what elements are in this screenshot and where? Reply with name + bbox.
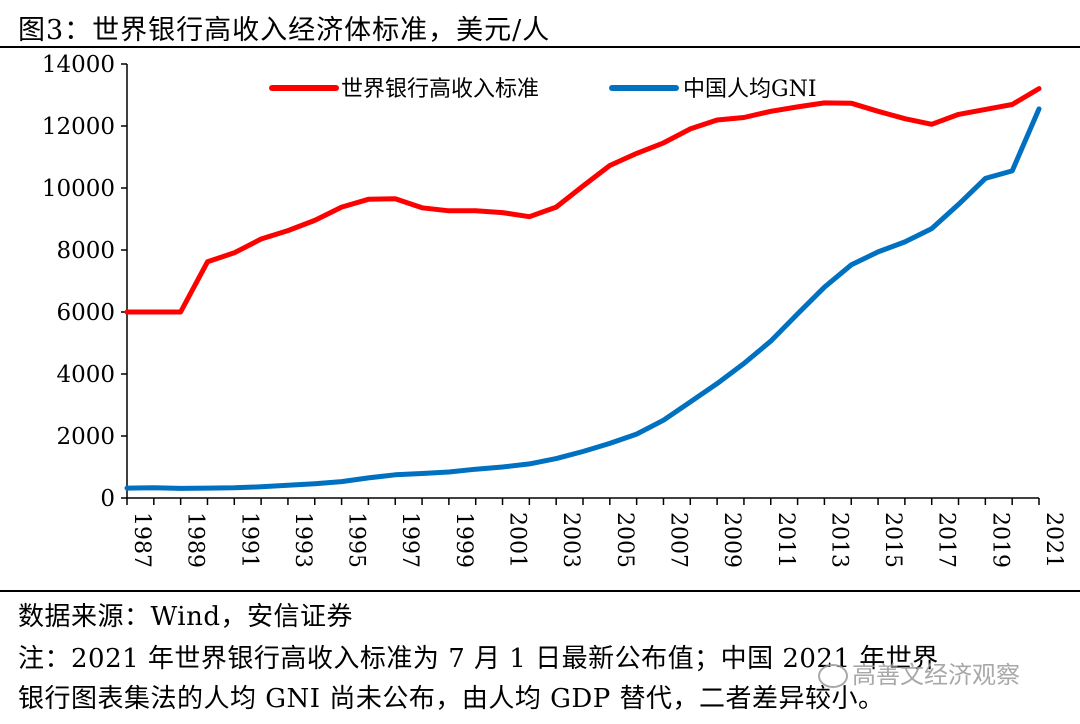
x-tick-label: 2009 xyxy=(719,512,744,568)
x-tick-label: 2015 xyxy=(880,512,905,568)
x-tick-label: 1997 xyxy=(397,512,422,568)
x-tick-label: 2001 xyxy=(505,512,530,568)
y-tick-label: 12000 xyxy=(42,114,115,140)
y-tick-label: 2000 xyxy=(56,424,115,450)
x-tick-label: 1991 xyxy=(236,512,261,568)
bottom-rule xyxy=(0,590,1080,592)
x-tick-label: 1995 xyxy=(344,512,369,568)
x-tick-label: 2021 xyxy=(1041,512,1066,568)
x-tick-label: 2007 xyxy=(665,512,690,568)
y-tick-label: 14000 xyxy=(42,52,115,78)
series-line-2 xyxy=(124,106,1042,491)
x-tick-label: 2005 xyxy=(612,512,637,568)
y-tick-label: 4000 xyxy=(56,362,115,388)
figure-title: 图3：世界银行高收入经济体标准，美元/人 xyxy=(18,15,551,46)
x-tick-label: 2013 xyxy=(826,512,851,568)
x-tick-label: 1993 xyxy=(290,512,315,568)
note-line-2: 银行图表集法的人均 GNI 尚未公布，由人均 GDP 替代，二者差异较小。 xyxy=(18,684,885,714)
watermark-text: 高善文经济观察 xyxy=(852,661,1020,689)
legend-label-2: 中国人均GNI xyxy=(683,77,817,102)
y-tick-label: 0 xyxy=(100,486,115,512)
x-tick-label: 2019 xyxy=(987,512,1012,568)
wechat-icon xyxy=(818,664,848,688)
x-tick-label: 2011 xyxy=(773,512,798,568)
x-tick-label: 1989 xyxy=(183,512,208,568)
y-tick-label: 6000 xyxy=(56,300,115,326)
series-line-1 xyxy=(124,86,1042,315)
top-rule xyxy=(0,46,1080,48)
y-tick-label: 10000 xyxy=(42,176,115,202)
x-tick-label: 1987 xyxy=(129,512,154,568)
source-text: 数据来源：Wind，安信证券 xyxy=(18,602,353,632)
note-line-1: 注：2021 年世界银行高收入标准为 7 月 1 日最新公布值；中国 2021 … xyxy=(18,644,939,674)
y-tick-label: 8000 xyxy=(56,238,115,264)
x-tick-label: 2017 xyxy=(934,512,959,568)
x-tick-label: 2003 xyxy=(558,512,583,568)
line-chart: 0 2000 4000 6000 8000 10000 12000 14000 1987 1989… xyxy=(42,52,1066,568)
x-tick-label: 1999 xyxy=(451,512,476,568)
watermark: 高善文经济观察 xyxy=(818,655,1020,690)
legend-label-1: 世界银行高收入标准 xyxy=(341,77,539,102)
